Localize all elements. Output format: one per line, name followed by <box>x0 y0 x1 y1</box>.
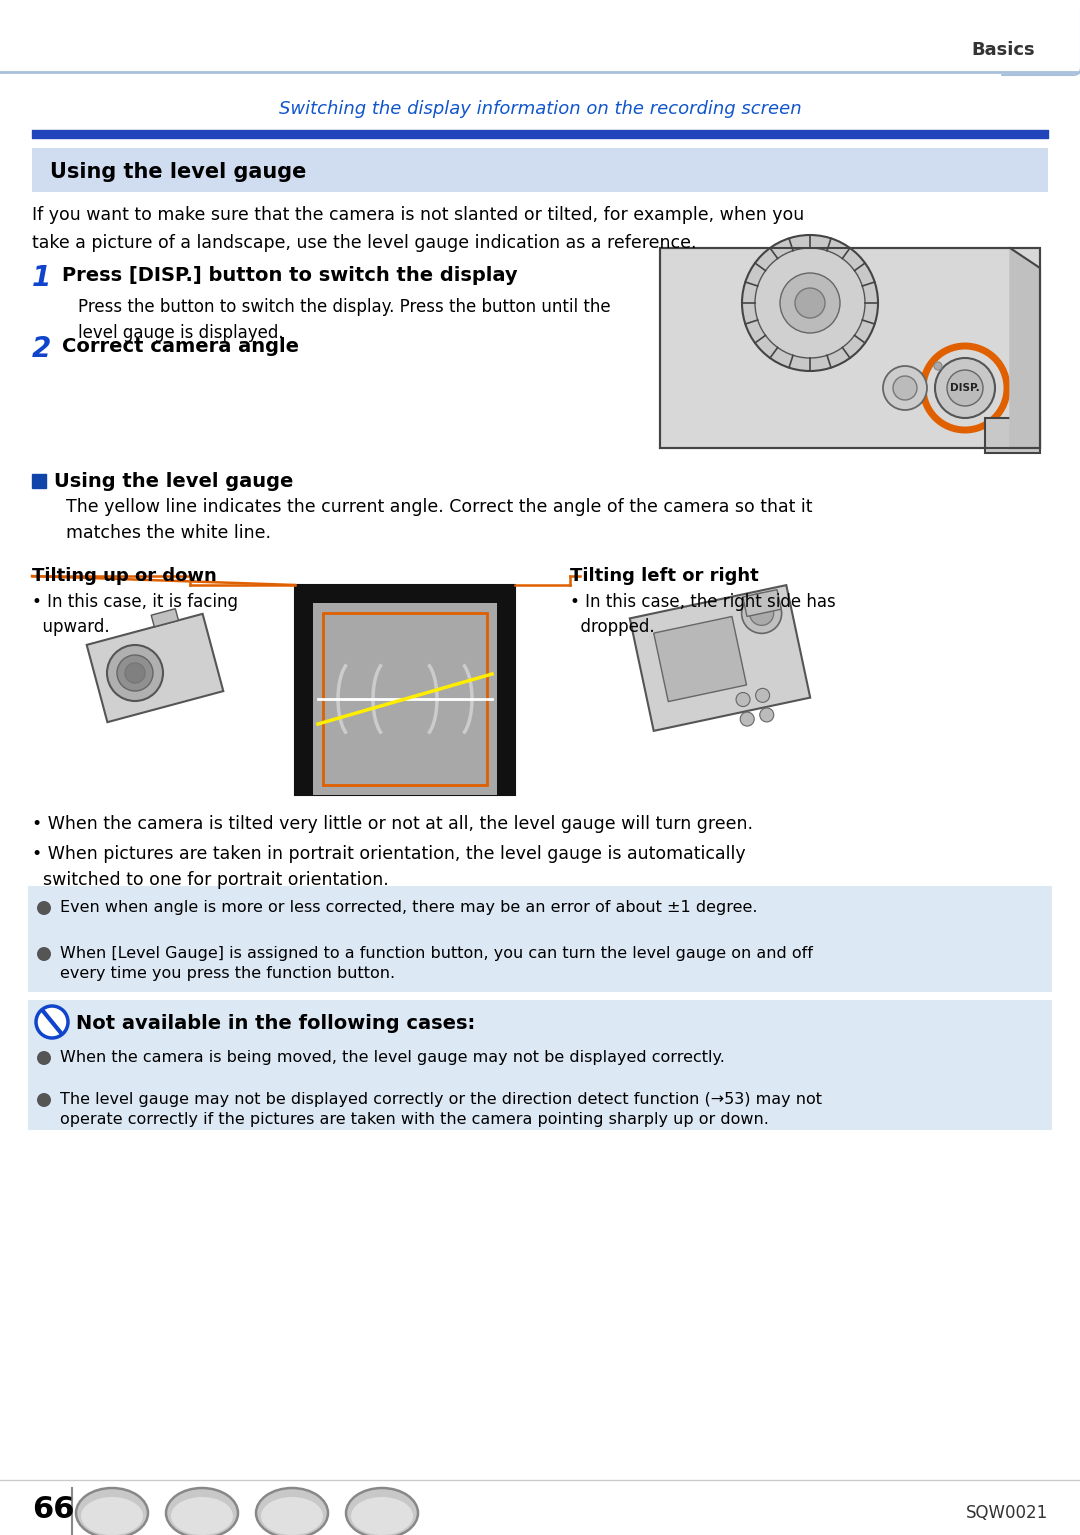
Ellipse shape <box>346 1487 418 1535</box>
Text: When the camera is being moved, the level gauge may not be displayed correctly.: When the camera is being moved, the leve… <box>60 1050 725 1065</box>
Text: ↑: ↑ <box>105 1504 120 1523</box>
Circle shape <box>740 712 754 726</box>
Polygon shape <box>32 474 46 488</box>
Circle shape <box>742 235 878 371</box>
Text: If you want to make sure that the camera is not slanted or tilted, for example, : If you want to make sure that the camera… <box>32 206 805 252</box>
Text: SQW0021: SQW0021 <box>966 1504 1048 1523</box>
Text: Tilting left or right: Tilting left or right <box>570 566 759 585</box>
Circle shape <box>759 708 773 721</box>
Polygon shape <box>630 585 810 731</box>
Circle shape <box>935 358 995 418</box>
Circle shape <box>923 345 1007 430</box>
Circle shape <box>893 376 917 401</box>
Text: Switching the display information on the recording screen: Switching the display information on the… <box>279 100 801 118</box>
Polygon shape <box>1010 249 1040 448</box>
Circle shape <box>37 1051 51 1065</box>
Text: ↵: ↵ <box>375 1504 390 1523</box>
Text: Using the level gauge: Using the level gauge <box>50 163 307 183</box>
Ellipse shape <box>76 1487 148 1535</box>
Text: 66: 66 <box>32 1495 75 1524</box>
Circle shape <box>947 370 983 405</box>
Ellipse shape <box>256 1487 328 1535</box>
Circle shape <box>883 365 927 410</box>
Text: Tilting up or down: Tilting up or down <box>32 566 217 585</box>
Text: • In this case, the right side has
  dropped.: • In this case, the right side has dropp… <box>570 593 836 635</box>
Text: Press [DISP.] button to switch the display: Press [DISP.] button to switch the displ… <box>62 266 517 286</box>
Circle shape <box>37 947 51 961</box>
FancyBboxPatch shape <box>32 147 1048 192</box>
Text: The level gauge may not be displayed correctly or the direction detect function : The level gauge may not be displayed cor… <box>60 1091 822 1127</box>
FancyBboxPatch shape <box>295 585 515 795</box>
Ellipse shape <box>351 1497 413 1535</box>
Text: 1: 1 <box>32 264 51 292</box>
Ellipse shape <box>81 1497 143 1535</box>
Polygon shape <box>743 589 781 617</box>
Text: Correct camera angle: Correct camera angle <box>62 338 299 356</box>
Circle shape <box>107 645 163 701</box>
Circle shape <box>125 663 145 683</box>
Circle shape <box>37 901 51 915</box>
Circle shape <box>780 273 840 333</box>
FancyBboxPatch shape <box>0 0 1080 75</box>
Polygon shape <box>653 617 746 701</box>
Text: MENU: MENU <box>262 1504 322 1523</box>
FancyBboxPatch shape <box>28 886 1052 992</box>
Ellipse shape <box>171 1497 233 1535</box>
Circle shape <box>756 688 770 703</box>
Text: Not available in the following cases:: Not available in the following cases: <box>76 1015 475 1033</box>
Circle shape <box>755 249 865 358</box>
Text: Even when angle is more or less corrected, there may be an error of about ±1 deg: Even when angle is more or less correcte… <box>60 900 757 915</box>
Polygon shape <box>86 614 224 721</box>
Circle shape <box>737 692 750 706</box>
Text: ≡: ≡ <box>194 1504 210 1523</box>
Text: When [Level Gauge] is assigned to a function button, you can turn the level gaug: When [Level Gauge] is assigned to a func… <box>60 946 813 981</box>
Circle shape <box>934 362 942 370</box>
Text: Press the button to switch the display. Press the button until the
level gauge i: Press the button to switch the display. … <box>78 298 610 342</box>
Text: • When the camera is tilted very little or not at all, the level gauge will turn: • When the camera is tilted very little … <box>32 815 753 834</box>
Ellipse shape <box>261 1497 323 1535</box>
FancyBboxPatch shape <box>985 418 1040 453</box>
Circle shape <box>750 602 773 625</box>
Text: Basics: Basics <box>971 41 1035 58</box>
Circle shape <box>37 1093 51 1107</box>
Text: DISP.: DISP. <box>950 384 980 393</box>
Text: Using the level gauge: Using the level gauge <box>54 471 294 491</box>
Circle shape <box>742 594 782 634</box>
FancyBboxPatch shape <box>28 999 1052 1130</box>
Circle shape <box>795 289 825 318</box>
FancyBboxPatch shape <box>660 249 1040 448</box>
Text: • In this case, it is facing
  upward.: • In this case, it is facing upward. <box>32 593 238 635</box>
Circle shape <box>36 1005 68 1038</box>
Circle shape <box>117 655 153 691</box>
Text: • When pictures are taken in portrait orientation, the level gauge is automatica: • When pictures are taken in portrait or… <box>32 844 745 889</box>
Polygon shape <box>151 609 178 626</box>
Ellipse shape <box>166 1487 238 1535</box>
FancyBboxPatch shape <box>313 603 497 795</box>
Text: The yellow line indicates the current angle. Correct the angle of the camera so : The yellow line indicates the current an… <box>66 497 812 542</box>
Text: 2: 2 <box>32 335 51 362</box>
